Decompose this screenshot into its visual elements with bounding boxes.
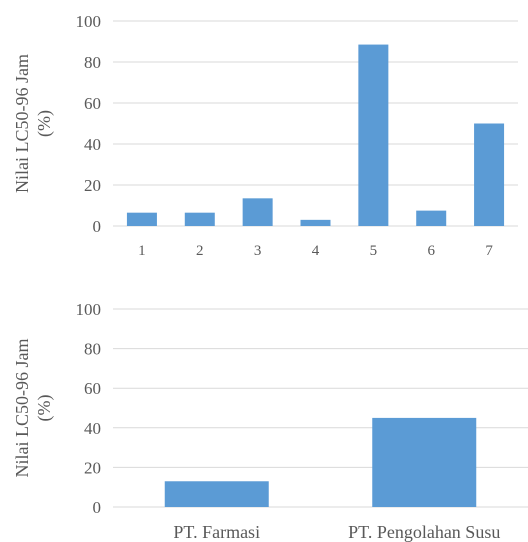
- x-tick-label: 1: [138, 243, 146, 259]
- y-tick-label: 40: [84, 419, 101, 438]
- bar-5: [358, 44, 389, 227]
- bar-pt-farmasi: [164, 481, 269, 507]
- y-tick-label: 80: [84, 53, 101, 72]
- y-tick-label: 100: [76, 12, 102, 31]
- x-tick-label: 7: [485, 243, 493, 259]
- bar-3: [242, 198, 273, 226]
- bar-7: [474, 123, 505, 226]
- y-tick-label: 60: [84, 94, 101, 113]
- x-tick-label: PT. Farmasi: [173, 522, 260, 542]
- x-tick-label: 6: [427, 243, 435, 259]
- bar-4: [300, 219, 331, 226]
- x-tick-label: 5: [370, 243, 378, 259]
- y-tick-label: 0: [93, 498, 102, 517]
- y-tick-label: 60: [84, 379, 101, 398]
- y-tick-label: 40: [84, 135, 101, 154]
- bar-6: [416, 210, 447, 226]
- chart-bottom: 0 20 40 60 80 100 PT. Farmasi PT. Pengolahan Su…: [12, 300, 528, 542]
- y-tick-label: 0: [93, 217, 102, 236]
- bar-2: [184, 212, 215, 226]
- y-tick-label: 100: [76, 300, 102, 319]
- x-tick-label: 2: [196, 243, 204, 259]
- y-axis-label: Nilai LC50-96 Jam: [12, 54, 32, 193]
- bar-pt-pengolahan-susu: [372, 417, 477, 507]
- y-tick-label: 20: [84, 458, 101, 477]
- y-axis-label: Nilai LC50-96 Jam: [12, 339, 32, 478]
- y-axis-label: (%): [34, 395, 55, 422]
- x-tick-label: 3: [254, 243, 262, 259]
- x-tick-label: PT. Pengolahan Susu: [348, 522, 500, 542]
- y-tick-label: 20: [84, 176, 101, 195]
- bar-1: [126, 212, 157, 226]
- y-axis-label: (%): [34, 110, 55, 137]
- x-tick-label: 4: [312, 243, 320, 259]
- chart-top: 0 20 40 60 80 100 1 2 3 4 5 6 7 Nilai LC50-96 Jam (%): [12, 12, 518, 259]
- y-tick-label: 80: [84, 340, 101, 359]
